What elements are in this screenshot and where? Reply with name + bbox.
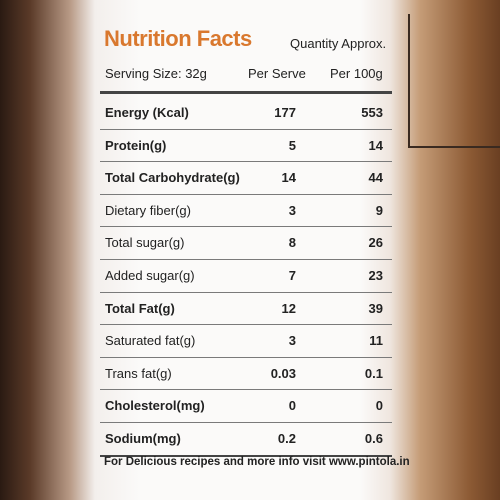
side-panel (408, 14, 500, 148)
quantity-note: Quantity Approx. (290, 36, 387, 51)
per-100g-value: 0.1 (364, 365, 383, 381)
per-100g-value: 44 (368, 170, 383, 186)
per-serve-value: 0.2 (277, 431, 296, 446)
per-serve-value: 0.03 (270, 365, 296, 381)
row-rule (100, 389, 392, 391)
per-100g-value: 553 (361, 105, 383, 120)
column-header: Serving Size: 32g (105, 66, 207, 81)
row-rule (100, 226, 392, 228)
per-100g-value: 9 (375, 202, 383, 218)
row-label: Energy (Kcal) (105, 105, 189, 120)
header-rule (100, 91, 392, 94)
row-label: Cholesterol(mg) (105, 398, 205, 414)
row-rule (100, 356, 392, 358)
row-rule (100, 454, 392, 457)
per-serve-value: 5 (288, 137, 296, 153)
row-label: Total Carbohydrate(g) (105, 170, 240, 186)
per-100g-value: 0.6 (364, 431, 383, 446)
per-100g-value: 0 (375, 398, 383, 414)
row-rule (100, 161, 392, 163)
row-rule (100, 128, 392, 130)
row-label: Protein(g) (105, 137, 167, 153)
row-rule (100, 291, 392, 293)
per-100g-value: 23 (368, 268, 383, 283)
per-serve-value: 7 (288, 268, 296, 283)
per-serve-value: 177 (274, 105, 296, 120)
row-label: Added sugar(g) (105, 268, 195, 283)
per-serve-value: 12 (281, 300, 296, 316)
row-label: Total Fat(g) (105, 300, 175, 316)
title: Nutrition Facts (104, 26, 252, 51)
row-rule (100, 422, 392, 423)
per-serve-value: 0 (288, 398, 296, 414)
per-serve-value: 3 (288, 202, 296, 218)
footer: For Delicious recipes and more info visi… (104, 456, 410, 468)
row-rule (100, 193, 392, 195)
per-serve-value: 8 (288, 235, 296, 251)
row-rule (100, 324, 392, 326)
row-label: Total sugar(g) (105, 235, 185, 251)
row-label: Sodium(mg) (105, 431, 181, 446)
column-header: Per 100g (330, 66, 383, 81)
per-100g-value: 11 (369, 333, 383, 349)
row-label: Saturated fat(g) (105, 333, 196, 349)
row-label: Trans fat(g) (105, 365, 172, 381)
per-serve-value: 3 (288, 333, 296, 349)
per-100g-value: 14 (368, 137, 383, 153)
per-100g-value: 26 (368, 235, 383, 251)
row-rule (100, 259, 392, 260)
per-100g-value: 39 (368, 300, 383, 316)
column-header: Per Serve (248, 66, 306, 81)
row-label: Dietary fiber(g) (105, 202, 191, 218)
per-serve-value: 14 (281, 170, 296, 186)
